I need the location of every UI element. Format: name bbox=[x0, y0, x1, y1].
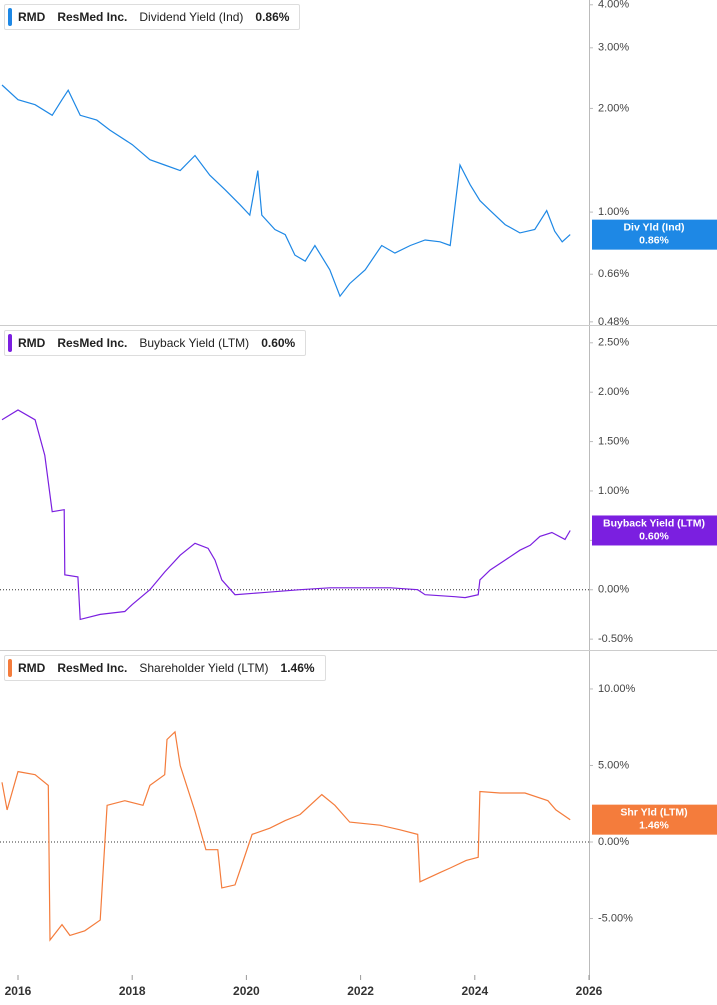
x-tick-label: 2026 bbox=[576, 984, 603, 998]
y-tick-label: 5.00% bbox=[598, 759, 629, 771]
series-name: Dividend Yield (Ind) bbox=[139, 10, 244, 24]
y-tick-label: -0.50% bbox=[598, 633, 633, 645]
current-value: 1.46% bbox=[280, 661, 315, 675]
value-badge bbox=[592, 804, 717, 835]
badge-name: Buyback Yield (LTM) bbox=[603, 517, 705, 529]
y-tick-label: 2.00% bbox=[598, 386, 629, 398]
badge-value: 0.86% bbox=[639, 234, 669, 246]
y-tick-label: 0.00% bbox=[598, 584, 629, 596]
y-tick-label: 0.48% bbox=[598, 316, 629, 328]
y-tick-label: -5.00% bbox=[598, 912, 633, 924]
ticker: RMD bbox=[18, 10, 46, 24]
badge-value: 0.60% bbox=[639, 530, 669, 542]
current-value: 0.86% bbox=[255, 10, 290, 24]
x-tick-label: 2024 bbox=[461, 984, 488, 998]
current-value: 0.60% bbox=[261, 336, 296, 350]
legend-header: RMD ResMed Inc. Buyback Yield (LTM) 0.60% bbox=[4, 330, 307, 356]
y-tick-label: 4.00% bbox=[598, 0, 629, 11]
legend-header: RMD ResMed Inc. Dividend Yield (Ind) 0.86% bbox=[4, 4, 301, 30]
ticker: RMD bbox=[18, 661, 46, 675]
y-tick-label: 0.66% bbox=[598, 268, 629, 280]
series-line bbox=[1, 84, 571, 298]
company: ResMed Inc. bbox=[57, 336, 128, 350]
x-tick-label: 2022 bbox=[347, 984, 374, 998]
y-tick-label: 3.00% bbox=[598, 42, 629, 54]
y-tick-label: 1.50% bbox=[598, 435, 629, 447]
legend-swatch bbox=[8, 334, 12, 352]
y-tick-label: 1.00% bbox=[598, 485, 629, 497]
y-tick-label: 10.00% bbox=[598, 683, 636, 695]
ticker: RMD bbox=[18, 336, 46, 350]
legend-swatch bbox=[8, 8, 12, 26]
value-badge bbox=[592, 515, 717, 546]
series-name: Shareholder Yield (LTM) bbox=[139, 661, 269, 675]
badge-value: 1.46% bbox=[639, 819, 669, 831]
company: ResMed Inc. bbox=[57, 661, 128, 675]
legend-header: RMD ResMed Inc. Shareholder Yield (LTM) 1.4… bbox=[4, 655, 326, 681]
legend-swatch bbox=[8, 659, 12, 677]
badge-name: Div Yld (Ind) bbox=[623, 221, 684, 233]
y-tick-label: 0.00% bbox=[598, 836, 629, 848]
x-tick-label: 2018 bbox=[119, 984, 146, 998]
x-tick-label: 2016 bbox=[5, 984, 32, 998]
y-tick-label: 2.50% bbox=[598, 337, 629, 349]
x-tick-label: 2020 bbox=[233, 984, 260, 998]
series-name: Buyback Yield (LTM) bbox=[139, 336, 250, 350]
y-tick-label: 2.00% bbox=[598, 102, 629, 114]
company: ResMed Inc. bbox=[57, 10, 128, 24]
value-badge bbox=[592, 219, 717, 250]
y-tick-label: 1.00% bbox=[598, 206, 629, 218]
series-line bbox=[1, 730, 571, 942]
series-line bbox=[1, 409, 571, 621]
badge-name: Shr Yld (LTM) bbox=[620, 806, 687, 818]
